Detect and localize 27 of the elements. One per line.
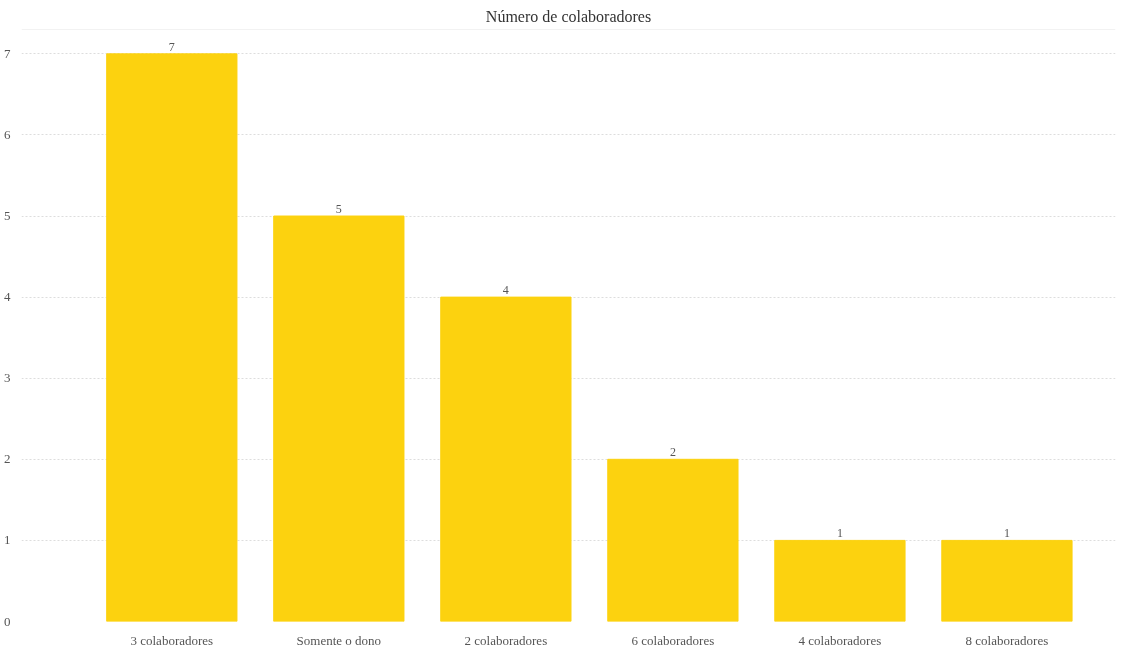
y-tick-label: 0 — [4, 613, 11, 629]
y-tick-label: 4 — [4, 289, 11, 305]
data-label: 5 — [335, 202, 342, 217]
bar — [774, 539, 906, 622]
bar — [273, 215, 405, 622]
data-label: 7 — [168, 39, 175, 54]
data-label: 1 — [836, 526, 843, 541]
y-tick-label: 7 — [4, 45, 11, 61]
x-tick-label: Somente o dono — [296, 632, 382, 648]
bar — [941, 539, 1073, 622]
x-tick-label: 6 colaboradores — [631, 632, 715, 648]
x-tick-label: 2 colaboradores — [464, 632, 548, 648]
y-tick-label: 6 — [4, 126, 11, 142]
bar — [440, 296, 572, 622]
data-label: 1 — [1003, 526, 1010, 541]
bar — [607, 458, 739, 622]
bar — [106, 53, 238, 622]
x-tick-label: 4 colaboradores — [798, 632, 882, 648]
x-tick-label: 8 colaboradores — [965, 632, 1049, 648]
chart-title: Número de colaboradores — [485, 7, 652, 25]
y-tick-label: 5 — [4, 208, 11, 224]
data-label: 2 — [669, 445, 676, 460]
y-tick-label: 2 — [4, 451, 11, 467]
data-label: 4 — [502, 283, 509, 298]
y-tick-label: 1 — [4, 532, 11, 548]
x-tick-label: 3 colaboradores — [130, 632, 214, 648]
y-tick-label: 3 — [4, 370, 11, 386]
